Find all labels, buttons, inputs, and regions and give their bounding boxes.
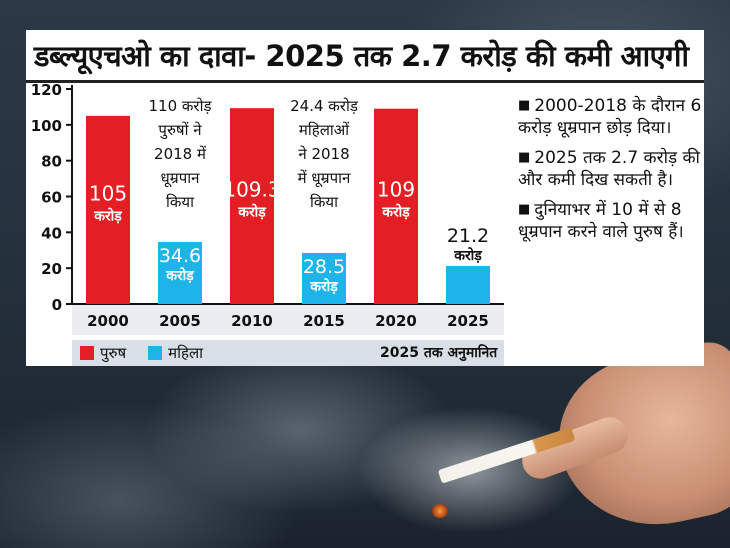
legend-item-men: पुरुष [80, 343, 126, 363]
note-item: ■ 2000-2018 के दौरान 6 करोड़ धूम्रपान छोड… [518, 95, 704, 139]
bar-2015 [302, 252, 346, 304]
note-text: 2025 तक 2.7 करोड़ की और कमी दिख सकती है। [518, 148, 700, 190]
bar-value-label: 109.3 [223, 177, 280, 201]
side-notes: ■ 2000-2018 के दौरान 6 करोड़ धूम्रपान छोड… [518, 95, 704, 251]
x-tick-label: 2020 [375, 312, 417, 330]
annotation-line: ने 2018 [298, 145, 349, 163]
bar-2005 [158, 242, 202, 304]
y-tick-label: 40 [41, 224, 62, 242]
infographic-title: डब्ल्यूएचओ का दावा- 2025 तक 2.7 करोड़ की… [34, 39, 689, 73]
annotation-line: महिलाओं [299, 121, 350, 139]
y-tick-label: 100 [31, 117, 62, 135]
legend-item-women: महिला [148, 343, 203, 363]
legend-swatch-women [148, 346, 163, 360]
annotation-line: किया [166, 193, 195, 211]
bar-value-label: 109 [377, 178, 415, 202]
cigarette-ember [432, 504, 448, 518]
bar-value-label: 34.6 [159, 245, 201, 267]
y-tick-label: 60 [41, 189, 62, 207]
legend-label-women: महिला [168, 344, 204, 362]
legend-label-men: पुरुष [100, 344, 127, 362]
note-item: ■ दुनियाभर में 10 में से 8 धूम्रपान करने … [518, 199, 704, 243]
bullet-icon: ■ [518, 150, 531, 165]
bar-chart: 020406080100120105करोड़200034.6करोड़2005… [31, 83, 504, 335]
annotation-line: 110 करोड़ [149, 97, 213, 115]
bullet-icon: ■ [518, 98, 531, 113]
bar-2025 [446, 266, 490, 304]
x-tick-label: 2025 [447, 312, 489, 330]
title-divider [26, 80, 704, 83]
legend-note: 2025 तक अनुमानित [380, 345, 498, 361]
annotation-line: 2018 में [154, 145, 207, 163]
bar-unit-label: करोड़ [453, 247, 482, 264]
bar-value-label: 21.2 [447, 225, 489, 247]
bullet-icon: ■ [518, 202, 531, 217]
annotation-line: में धूम्रपान [298, 169, 351, 188]
annotation-line: पुरुषों ने [158, 121, 202, 140]
legend-strip [72, 340, 504, 366]
bar-unit-label: करोड़ [381, 204, 410, 221]
bar-value-label: 105 [89, 182, 127, 206]
bar-unit-label: करोड़ [93, 208, 122, 225]
bar-unit-label: करोड़ [237, 203, 266, 220]
bar-unit-label: करोड़ [165, 267, 194, 284]
x-tick-label: 2010 [231, 312, 273, 330]
y-tick-label: 0 [52, 296, 62, 314]
bar-2020 [374, 108, 418, 304]
note-text: 2000-2018 के दौरान 6 करोड़ धूम्रपान छोड़… [518, 96, 702, 138]
x-tick-label: 2015 [303, 312, 345, 330]
note-item: ■ 2025 तक 2.7 करोड़ की और कमी दिख सकती है… [518, 147, 704, 191]
x-axis-band [72, 305, 504, 335]
annotation-line: किया [310, 193, 339, 211]
bar-2010 [230, 108, 274, 304]
y-tick-label: 120 [31, 83, 62, 99]
x-tick-label: 2000 [87, 312, 129, 330]
bar-value-label: 28.5 [303, 256, 345, 278]
note-text: दुनियाभर में 10 में से 8 धूम्रपान करने व… [518, 200, 684, 242]
y-tick-label: 80 [41, 153, 62, 171]
annotation-line: 24.4 करोड़ [290, 97, 359, 115]
bar-2000 [86, 115, 130, 304]
chart-legend: पुरुष महिला [80, 341, 225, 365]
bar-unit-label: करोड़ [309, 278, 338, 295]
annotation-line: धूम्रपान [161, 169, 201, 188]
legend-swatch-men [80, 346, 94, 360]
x-tick-label: 2005 [159, 312, 201, 330]
y-tick-label: 20 [41, 260, 62, 278]
